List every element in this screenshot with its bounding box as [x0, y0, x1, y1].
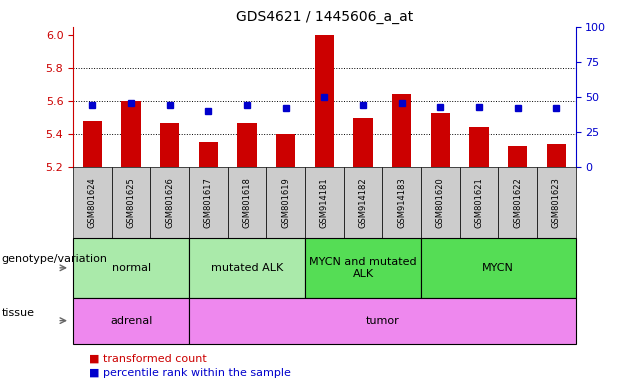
- Bar: [237, 122, 257, 167]
- Text: normal: normal: [111, 263, 151, 273]
- Text: GSM801617: GSM801617: [204, 177, 213, 228]
- Bar: [469, 127, 488, 167]
- Text: tissue: tissue: [1, 308, 34, 318]
- Text: GSM801619: GSM801619: [281, 177, 290, 228]
- Text: GSM801626: GSM801626: [165, 177, 174, 228]
- Bar: [198, 142, 218, 167]
- Bar: [276, 134, 295, 167]
- Text: MYCN: MYCN: [482, 263, 515, 273]
- Bar: [431, 113, 450, 167]
- Bar: [315, 35, 334, 167]
- Text: GSM914182: GSM914182: [359, 177, 368, 228]
- Title: GDS4621 / 1445606_a_at: GDS4621 / 1445606_a_at: [236, 10, 413, 25]
- Text: GSM801625: GSM801625: [127, 177, 135, 228]
- Text: GSM801620: GSM801620: [436, 177, 445, 228]
- Text: GSM801623: GSM801623: [552, 177, 561, 228]
- Text: GSM801621: GSM801621: [474, 177, 483, 228]
- Text: GSM801618: GSM801618: [242, 177, 252, 228]
- Text: GSM801622: GSM801622: [513, 177, 522, 228]
- Bar: [354, 118, 373, 167]
- Bar: [508, 146, 527, 167]
- Text: GSM801624: GSM801624: [88, 177, 97, 228]
- Text: ■ percentile rank within the sample: ■ percentile rank within the sample: [89, 368, 291, 378]
- Bar: [160, 122, 179, 167]
- Bar: [392, 94, 411, 167]
- Bar: [121, 101, 141, 167]
- Text: GSM914183: GSM914183: [397, 177, 406, 228]
- Text: MYCN and mutated
ALK: MYCN and mutated ALK: [309, 257, 417, 279]
- Text: tumor: tumor: [366, 316, 399, 326]
- Text: ■ transformed count: ■ transformed count: [89, 354, 207, 364]
- Text: GSM914181: GSM914181: [320, 177, 329, 228]
- Bar: [83, 121, 102, 167]
- Text: genotype/variation: genotype/variation: [1, 254, 107, 264]
- Text: mutated ALK: mutated ALK: [211, 263, 283, 273]
- Text: adrenal: adrenal: [110, 316, 152, 326]
- Bar: [546, 144, 566, 167]
